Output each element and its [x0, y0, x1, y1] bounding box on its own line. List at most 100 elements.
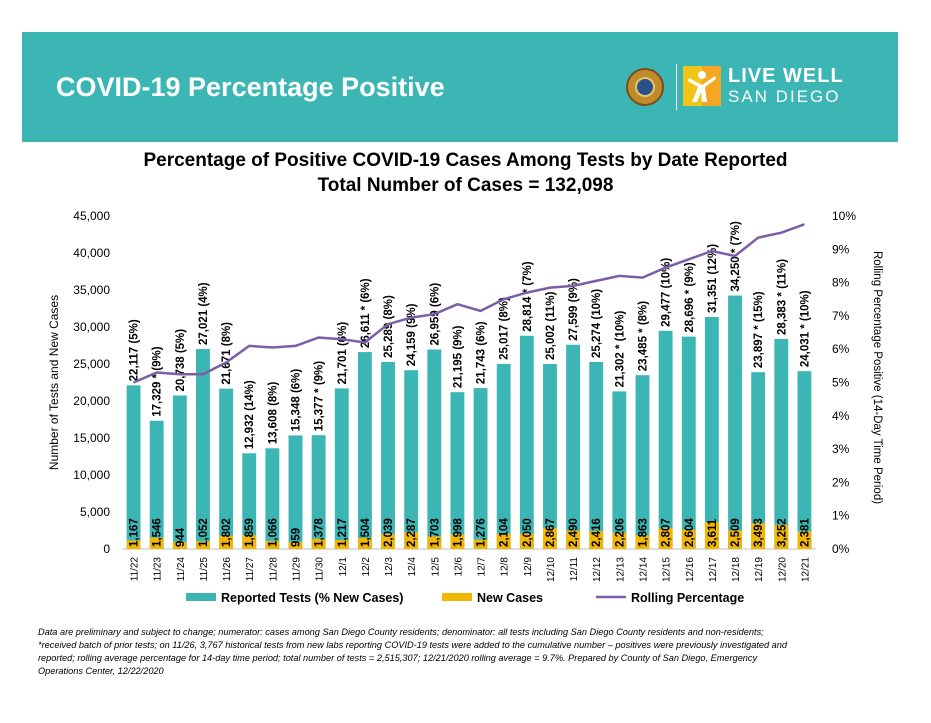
tests-bar [519, 335, 534, 549]
x-tick-label: 12/16 [685, 557, 696, 582]
new-cases-bar [404, 532, 419, 549]
new-cases-bar [728, 530, 742, 549]
y-tick-label: 35,000 [73, 283, 110, 297]
y-tick-label: 30,000 [73, 320, 110, 334]
footnote-line: *received batch of prior tests; on 11/26… [38, 640, 787, 650]
tests-bar [149, 420, 164, 549]
logo-text-live-well: LIVE WELL [728, 65, 844, 87]
tests-data-label: 27,021 (4%) [198, 282, 210, 345]
tests-bar [774, 338, 789, 549]
tests-bar [704, 317, 719, 549]
new-cases-bar [658, 528, 673, 549]
tests-data-label: 22,117 (5%) [129, 319, 141, 381]
tests-bar [334, 388, 349, 549]
new-cases-data-label: 2,206 [614, 518, 626, 547]
tests-data-label: 31,351 (12%) [707, 244, 719, 313]
new-cases-bar [774, 524, 789, 549]
tests-bar [219, 388, 234, 549]
x-tick-label: 11/26 [222, 557, 233, 582]
x-tick-label: 12/17 [708, 557, 719, 582]
legend-swatch-tests [186, 593, 216, 601]
tests-data-label: 28,814 * (7%) [522, 261, 534, 331]
y-tick-label: 10,000 [73, 468, 110, 482]
new-cases-data-label: 2,807 [661, 518, 673, 547]
y2-tick-label: 4% [832, 409, 850, 423]
new-cases-bar [149, 537, 164, 549]
x-tick-label: 12/18 [731, 557, 742, 582]
new-cases-data-label: 2,104 [499, 518, 511, 547]
y-tick-label: 25,000 [73, 357, 110, 371]
x-tick-label: 12/15 [662, 557, 673, 582]
x-tick-label: 12/13 [615, 557, 626, 582]
tests-bar [473, 388, 488, 549]
chart-subtitle: Total Number of Cases = 132,098 [317, 175, 614, 196]
new-cases-data-label: 2,381 [799, 518, 811, 547]
y-tick-label: 15,000 [73, 431, 110, 445]
new-cases-bar [242, 535, 257, 549]
x-tick-label: 12/8 [500, 557, 511, 577]
tests-bar [543, 363, 557, 549]
new-cases-bar [288, 541, 303, 549]
tests-data-label: 25,002 (11%) [545, 291, 557, 360]
tests-bar [797, 371, 812, 549]
tests-bar [381, 361, 395, 549]
x-tick-label: 11/30 [315, 557, 326, 582]
tests-bar [357, 352, 372, 549]
y2-tick-label: 10% [832, 209, 856, 223]
new-cases-data-label: 1,863 [638, 518, 650, 547]
tests-data-label: 27,599 (9%) [568, 278, 580, 341]
x-tick-label: 12/10 [546, 557, 557, 582]
tests-data-label: 21,302 * (10%) [614, 310, 626, 387]
x-tick-label: 12/21 [800, 557, 811, 582]
tests-data-label: 15,348 (6%) [291, 369, 303, 432]
y2-axis-title: Rolling Percentage Positive (14-Day Time… [871, 251, 883, 504]
new-cases-bar [381, 533, 395, 549]
new-cases-bar [450, 534, 465, 549]
tests-data-label: 28,383 * (11%) [776, 259, 788, 335]
new-cases-data-label: 1,217 [337, 518, 349, 547]
tests-data-label: 25,289 (8%) [383, 295, 395, 358]
tests-bar [728, 295, 742, 549]
new-cases-bar [519, 533, 534, 549]
tests-bar [658, 330, 673, 549]
tests-data-label: 21,671 (8%) [221, 322, 233, 385]
y2-tick-label: 1% [832, 509, 850, 523]
tests-bar [126, 385, 141, 549]
tests-bar [612, 391, 627, 549]
new-cases-bar [357, 537, 372, 549]
tests-data-label: 24,159 (9%) [406, 303, 418, 366]
new-cases-bar [473, 539, 488, 549]
new-cases-data-label: 944 [175, 527, 187, 547]
tests-data-label: 21,701 (6%) [337, 322, 349, 385]
tests-data-label: 29,477 (10%) [661, 258, 673, 327]
new-cases-data-label: 1,546 [152, 518, 164, 547]
x-tick-label: 12/3 [384, 557, 395, 577]
legend-label-rolling: Rolling Percentage [631, 591, 744, 605]
chart-title: Percentage of Positive COVID-19 Cases Am… [143, 150, 788, 171]
tests-data-label: 15,377 * (9%) [314, 361, 326, 431]
tests-data-label: 25,274 (10%) [591, 289, 603, 358]
tests-data-label: 20,738 (5%) [175, 329, 187, 392]
x-tick-label: 12/20 [777, 557, 788, 582]
new-cases-data-label: 2,490 [568, 518, 580, 547]
y-tick-label: 45,000 [73, 209, 110, 223]
y2-tick-label: 5% [832, 376, 850, 390]
tests-data-label: 21,743 (6%) [476, 321, 488, 384]
x-tick-label: 12/14 [639, 557, 650, 582]
new-cases-bar [543, 527, 557, 549]
footnote-line: Operations Center, 12/22/2020 [38, 666, 164, 676]
new-cases-data-label: 2,509 [730, 518, 742, 547]
x-tick-label: 12/5 [430, 557, 441, 577]
footnote-line: reported; rolling average percentage for… [38, 653, 758, 663]
new-cases-data-label: 1,504 [360, 518, 372, 547]
new-cases-bar [797, 531, 812, 549]
x-tick-label: 12/2 [361, 557, 372, 577]
y2-tick-label: 2% [832, 475, 850, 489]
live-well-logo-icon [683, 66, 721, 106]
tests-data-label: 24,031 * (10%) [799, 290, 811, 367]
tests-bar [566, 344, 581, 549]
new-cases-data-label: 2,604 [684, 518, 696, 547]
tests-bar [450, 392, 465, 549]
new-cases-bar [265, 541, 280, 549]
new-cases-bar [589, 531, 604, 549]
